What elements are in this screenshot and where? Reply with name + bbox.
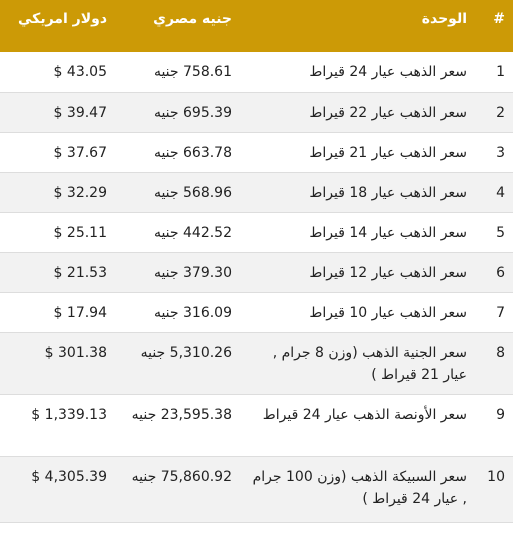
row-usd: 301.38 $ — [0, 332, 115, 395]
row-unit: سعر الذهب عيار 22 قيراط — [240, 92, 475, 133]
row-index: 9 — [475, 394, 513, 457]
row-index: 7 — [475, 292, 513, 333]
table-row: 9 سعر الأونصة الذهب عيار 24 قيراط 23,595… — [0, 394, 513, 457]
row-unit: سعر السبيكة الذهب (وزن 100 جرام , عيار 2… — [240, 456, 475, 523]
row-usd: 25.11 $ — [0, 212, 115, 253]
row-usd: 39.47 $ — [0, 92, 115, 133]
row-usd: 4,305.39 $ — [0, 456, 115, 523]
row-egp: 316.09 جنيه — [115, 292, 240, 333]
row-index: 3 — [475, 132, 513, 173]
row-egp: 23,595.38 جنيه — [115, 394, 240, 457]
header-unit: الوحدة — [240, 0, 475, 52]
row-egp: 758.61 جنيه — [115, 52, 240, 93]
table-header-row: # الوحدة جنيه مصري دولار امريكي — [0, 0, 513, 52]
row-index: 6 — [475, 252, 513, 293]
row-egp: 442.52 جنيه — [115, 212, 240, 253]
row-usd: 43.05 $ — [0, 52, 115, 93]
row-egp: 5,310.26 جنيه — [115, 332, 240, 395]
row-unit: سعر الذهب عيار 12 قيراط — [240, 252, 475, 293]
row-usd: 32.29 $ — [0, 172, 115, 213]
row-unit: سعر الأونصة الذهب عيار 24 قيراط — [240, 394, 475, 457]
row-egp: 379.30 جنيه — [115, 252, 240, 293]
header-egp: جنيه مصري — [115, 0, 240, 52]
table-row: 2 سعر الذهب عيار 22 قيراط 695.39 جنيه 39… — [0, 92, 513, 133]
row-usd: 17.94 $ — [0, 292, 115, 333]
table-row: 5 سعر الذهب عيار 14 قيراط 442.52 جنيه 25… — [0, 212, 513, 253]
row-unit: سعر الذهب عيار 14 قيراط — [240, 212, 475, 253]
table-row: 7 سعر الذهب عيار 10 قيراط 316.09 جنيه 17… — [0, 292, 513, 333]
row-unit: سعر الذهب عيار 18 قيراط — [240, 172, 475, 213]
gold-price-table: # الوحدة جنيه مصري دولار امريكي 1 سعر ال… — [0, 0, 513, 523]
table-row: 10 سعر السبيكة الذهب (وزن 100 جرام , عيا… — [0, 456, 513, 523]
table-row: 6 سعر الذهب عيار 12 قيراط 379.30 جنيه 21… — [0, 252, 513, 293]
header-index: # — [475, 0, 513, 52]
row-unit: سعر الجنية الذهب (وزن 8 جرام , عيار 21 ق… — [240, 332, 475, 395]
row-index: 1 — [475, 52, 513, 93]
row-egp: 663.78 جنيه — [115, 132, 240, 173]
row-egp: 695.39 جنيه — [115, 92, 240, 133]
row-usd: 1,339.13 $ — [0, 394, 115, 457]
row-usd: 21.53 $ — [0, 252, 115, 293]
row-egp: 568.96 جنيه — [115, 172, 240, 213]
row-unit: سعر الذهب عيار 10 قيراط — [240, 292, 475, 333]
row-index: 2 — [475, 92, 513, 133]
row-index: 5 — [475, 212, 513, 253]
row-index: 10 — [475, 456, 513, 523]
table-row: 8 سعر الجنية الذهب (وزن 8 جرام , عيار 21… — [0, 332, 513, 395]
row-egp: 75,860.92 جنيه — [115, 456, 240, 523]
header-usd: دولار امريكي — [0, 0, 115, 52]
row-unit: سعر الذهب عيار 21 قيراط — [240, 132, 475, 173]
row-index: 8 — [475, 332, 513, 395]
row-unit: سعر الذهب عيار 24 قيراط — [240, 52, 475, 93]
row-usd: 37.67 $ — [0, 132, 115, 173]
table-row: 1 سعر الذهب عيار 24 قيراط 758.61 جنيه 43… — [0, 52, 513, 93]
table-row: 3 سعر الذهب عيار 21 قيراط 663.78 جنيه 37… — [0, 132, 513, 173]
row-index: 4 — [475, 172, 513, 213]
table-row: 4 سعر الذهب عيار 18 قيراط 568.96 جنيه 32… — [0, 172, 513, 213]
